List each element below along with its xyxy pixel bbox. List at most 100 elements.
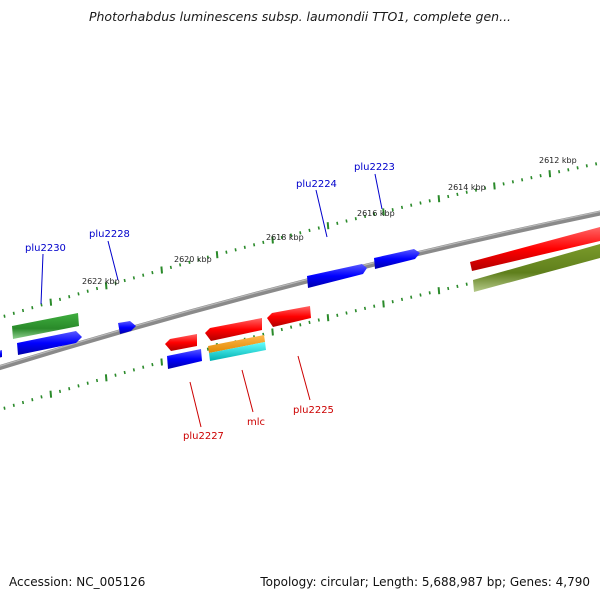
- minor-tick: [12, 403, 15, 407]
- gene-label-plu2225[interactable]: plu2225: [293, 405, 334, 416]
- minor-tick: [373, 304, 376, 308]
- scale-label-2614: 2614 kbp: [448, 183, 486, 192]
- gene-red-forward-right[interactable]: [470, 227, 600, 271]
- gene-green-left[interactable]: [12, 313, 79, 339]
- gene-plu2225-arrow[interactable]: [267, 306, 311, 327]
- major-tick: [49, 298, 53, 306]
- minor-tick: [123, 370, 126, 375]
- gene-blue-reverse[interactable]: [167, 349, 202, 369]
- gene-label-plu2223[interactable]: plu2223: [354, 162, 395, 173]
- minor-tick: [345, 311, 348, 315]
- minor-tick: [474, 188, 477, 192]
- minor-tick: [345, 219, 348, 223]
- minor-tick: [363, 306, 367, 311]
- minor-tick: [86, 289, 89, 293]
- minor-tick: [86, 381, 89, 385]
- minor-tick: [576, 166, 579, 170]
- minor-tick: [68, 387, 71, 391]
- minor-tick: [530, 176, 533, 180]
- major-tick: [104, 282, 108, 290]
- minor-tick: [539, 174, 542, 178]
- minor-tick: [114, 281, 117, 285]
- minor-tick: [419, 201, 422, 205]
- minor-tick: [243, 245, 246, 249]
- minor-tick: [391, 300, 394, 304]
- minor-tick: [428, 199, 431, 203]
- minor-tick: [12, 311, 15, 315]
- gene-label-plu2224[interactable]: plu2224: [296, 179, 337, 190]
- major-tick: [326, 222, 330, 230]
- gene-partial-left-arrow[interactable]: [0, 350, 2, 358]
- genome-backbone: [0, 210, 600, 371]
- minor-tick: [206, 255, 209, 259]
- map-title: Photorhabdus luminescens subsp. laumondi…: [88, 9, 512, 24]
- minor-tick: [262, 240, 265, 245]
- minor-tick: [558, 170, 561, 174]
- minor-tick: [132, 368, 135, 372]
- minor-tick: [456, 284, 459, 289]
- minor-tick: [58, 389, 62, 394]
- minor-tick: [132, 276, 135, 280]
- minor-tick: [142, 365, 145, 369]
- gene-olive-right[interactable]: [473, 244, 600, 292]
- minor-tick: [188, 260, 191, 264]
- gene-label-plu2227[interactable]: plu2227: [183, 431, 224, 442]
- callout-plu2224: [315, 189, 328, 238]
- minor-tick: [428, 291, 431, 295]
- gene-plu2230-arrow[interactable]: [17, 331, 82, 355]
- gene-mlc-arrow[interactable]: [205, 318, 262, 341]
- callout-plu2225: [297, 355, 311, 401]
- scale-label-2622: 2622 kbp: [82, 277, 120, 286]
- gene-label-plu2230[interactable]: plu2230: [25, 243, 66, 254]
- minor-tick: [317, 226, 320, 230]
- major-tick: [548, 170, 552, 178]
- minor-tick: [197, 258, 200, 262]
- gene-label-mlc[interactable]: mlc: [247, 417, 265, 428]
- minor-tick: [354, 309, 357, 313]
- minor-tick: [280, 327, 283, 332]
- major-tick: [326, 314, 330, 322]
- minor-tick: [585, 164, 588, 168]
- minor-tick: [595, 162, 598, 166]
- minor-tick: [31, 398, 34, 402]
- scale-ticks-outer: [3, 162, 598, 318]
- minor-tick: [123, 278, 126, 283]
- major-tick: [49, 390, 53, 398]
- minor-tick: [456, 192, 459, 197]
- minor-tick: [336, 313, 339, 317]
- scale-label-2612: 2612 kbp: [539, 156, 577, 165]
- minor-tick: [253, 243, 256, 247]
- minor-tick: [465, 190, 468, 194]
- minor-tick: [77, 292, 80, 296]
- gene-label-plu2228[interactable]: plu2228: [89, 229, 130, 240]
- feature-orange[interactable]: [208, 335, 265, 353]
- minor-tick: [95, 378, 99, 383]
- minor-tick: [234, 248, 237, 252]
- minor-tick: [465, 282, 468, 286]
- gene-plu2228-arrow[interactable]: [118, 321, 136, 334]
- minor-tick: [299, 231, 302, 235]
- callout-plu2230: [40, 253, 44, 305]
- minor-tick: [354, 217, 357, 221]
- minor-tick: [419, 293, 422, 297]
- major-tick: [382, 300, 385, 308]
- accession-text: Accession: NC_005126: [9, 575, 146, 589]
- major-tick: [271, 236, 274, 244]
- minor-tick: [77, 384, 80, 388]
- minor-tick: [336, 221, 339, 225]
- major-tick: [160, 358, 163, 366]
- minor-tick: [68, 295, 71, 299]
- scale-label-2618: 2618 kbp: [266, 233, 304, 242]
- minor-tick: [317, 318, 320, 322]
- scale-label-2616: 2616 kbp: [357, 209, 395, 218]
- gene-plu2223-arrow[interactable]: [374, 249, 420, 269]
- scale-label-2620: 2620 kbp: [174, 255, 212, 264]
- feature-cyan[interactable]: [209, 342, 266, 361]
- gene-plu2227-arrow[interactable]: [165, 334, 197, 351]
- minor-tick: [169, 265, 172, 270]
- minor-tick: [151, 362, 154, 367]
- gene-plu2224-arrow[interactable]: [307, 264, 367, 288]
- minor-tick: [308, 228, 311, 233]
- minor-tick: [3, 406, 6, 410]
- minor-tick: [280, 235, 283, 240]
